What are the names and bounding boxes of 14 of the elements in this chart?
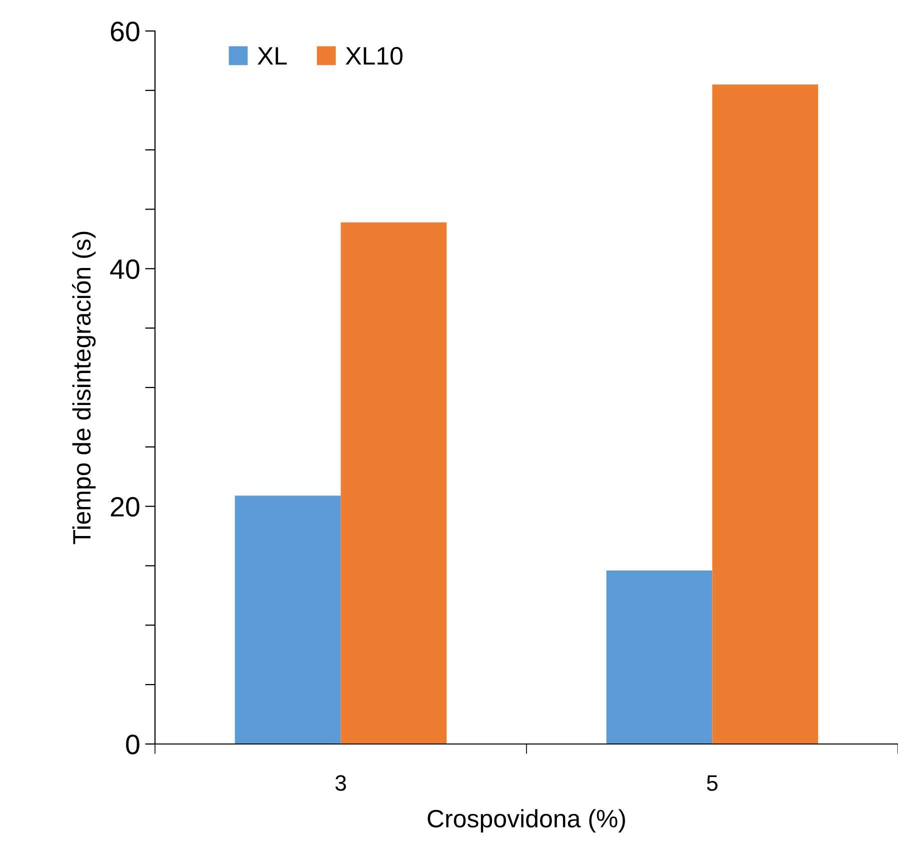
y-tick-label: 40 bbox=[110, 259, 140, 280]
bar bbox=[606, 570, 712, 744]
x-tick-label: 3 bbox=[335, 775, 346, 791]
x-tick-label: 5 bbox=[706, 775, 718, 791]
y-tick-label: 60 bbox=[110, 22, 140, 42]
y-axis-title: Tiempo de disintegración (s) bbox=[72, 232, 96, 544]
y-tick-label: 0 bbox=[126, 734, 140, 754]
bar bbox=[340, 222, 447, 744]
legend-label: XL bbox=[258, 47, 287, 64]
y-tick-label: 20 bbox=[110, 497, 140, 517]
bar bbox=[234, 496, 341, 744]
x-axis-title: Crospovidona (%) bbox=[428, 809, 625, 832]
bar bbox=[712, 84, 818, 744]
legend-label: XL10 bbox=[346, 47, 402, 65]
